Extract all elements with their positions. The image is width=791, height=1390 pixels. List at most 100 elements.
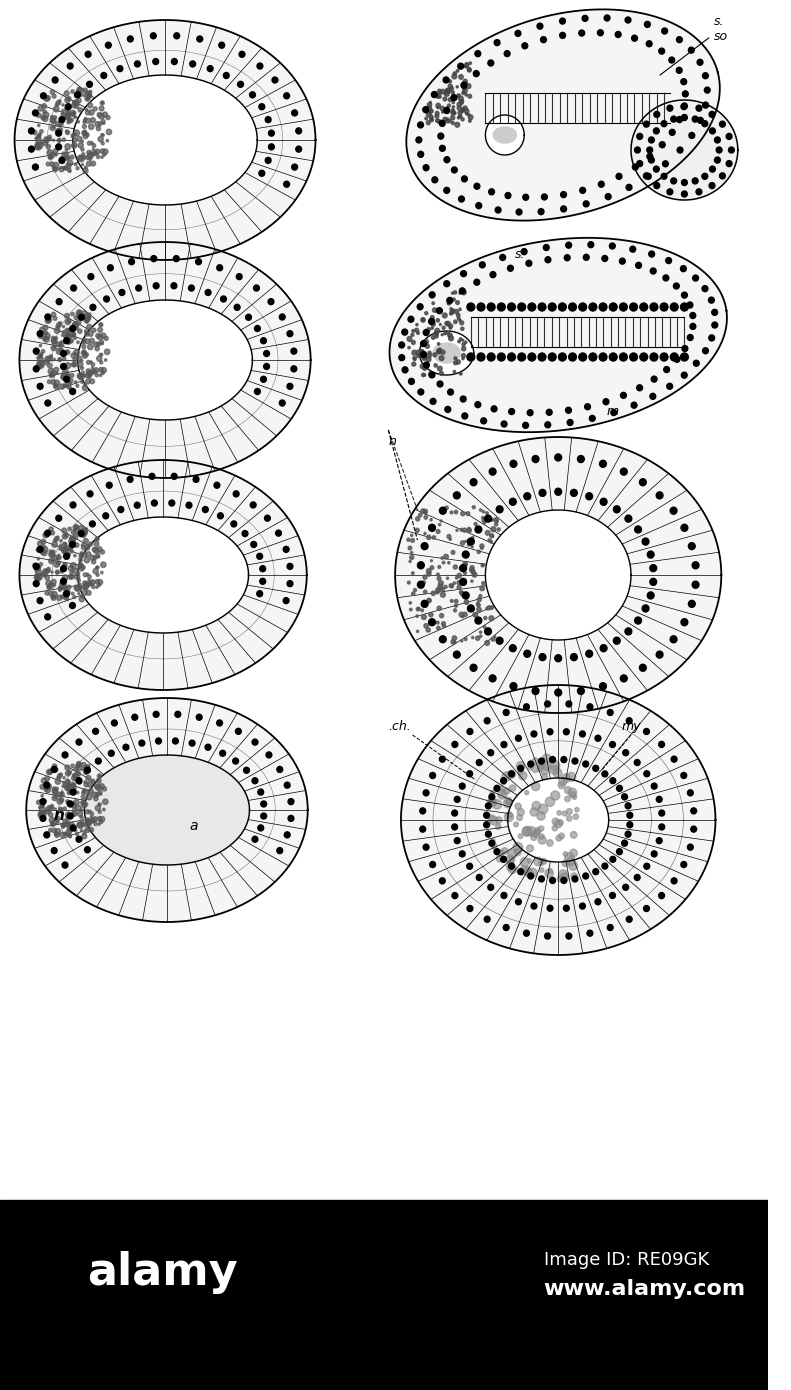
Circle shape <box>64 555 68 557</box>
Circle shape <box>63 591 70 596</box>
Circle shape <box>101 142 104 145</box>
Circle shape <box>36 113 41 118</box>
Circle shape <box>510 682 517 689</box>
Circle shape <box>462 357 464 360</box>
Circle shape <box>44 783 50 788</box>
Circle shape <box>497 855 503 862</box>
Circle shape <box>88 274 94 279</box>
Circle shape <box>682 346 688 352</box>
Circle shape <box>616 849 623 855</box>
Circle shape <box>99 113 104 120</box>
Circle shape <box>637 385 642 391</box>
Circle shape <box>659 49 664 54</box>
Circle shape <box>583 254 589 260</box>
Circle shape <box>36 363 42 368</box>
Circle shape <box>90 820 93 823</box>
Circle shape <box>692 562 699 569</box>
Circle shape <box>255 325 260 331</box>
Circle shape <box>518 834 523 838</box>
Circle shape <box>85 133 89 136</box>
Circle shape <box>59 798 64 802</box>
Circle shape <box>431 373 433 374</box>
Circle shape <box>650 268 656 274</box>
Circle shape <box>411 552 413 553</box>
Circle shape <box>59 117 65 122</box>
Circle shape <box>661 121 667 126</box>
Circle shape <box>475 617 482 624</box>
Circle shape <box>85 528 88 531</box>
Circle shape <box>268 143 274 150</box>
Circle shape <box>451 309 455 313</box>
Circle shape <box>610 892 615 898</box>
Circle shape <box>94 541 99 546</box>
Circle shape <box>452 810 457 816</box>
Circle shape <box>101 101 104 104</box>
Circle shape <box>476 602 479 605</box>
Circle shape <box>528 353 536 361</box>
Circle shape <box>422 373 425 377</box>
Circle shape <box>462 413 467 418</box>
Circle shape <box>81 763 86 767</box>
Circle shape <box>40 361 44 367</box>
Circle shape <box>586 651 592 657</box>
Circle shape <box>421 352 426 357</box>
Circle shape <box>477 598 481 602</box>
Circle shape <box>443 117 447 121</box>
Circle shape <box>61 566 66 571</box>
Circle shape <box>530 808 538 816</box>
Circle shape <box>411 534 413 537</box>
Circle shape <box>79 585 81 589</box>
Circle shape <box>489 676 496 682</box>
Circle shape <box>51 823 53 826</box>
Circle shape <box>435 111 439 115</box>
Circle shape <box>85 90 91 96</box>
Circle shape <box>61 375 64 378</box>
Circle shape <box>48 806 51 809</box>
Circle shape <box>570 831 577 838</box>
Circle shape <box>48 769 53 773</box>
Circle shape <box>473 612 478 617</box>
Circle shape <box>657 492 663 499</box>
Circle shape <box>637 161 642 167</box>
Circle shape <box>493 799 501 809</box>
Circle shape <box>411 538 414 542</box>
Circle shape <box>78 810 82 816</box>
Circle shape <box>620 468 627 475</box>
Circle shape <box>65 780 70 784</box>
Circle shape <box>461 616 464 617</box>
Circle shape <box>66 799 69 803</box>
Circle shape <box>440 371 444 375</box>
Circle shape <box>565 787 571 794</box>
Circle shape <box>479 631 482 634</box>
Circle shape <box>100 149 104 153</box>
Circle shape <box>541 859 547 865</box>
Text: www.alamy.com: www.alamy.com <box>543 1279 746 1300</box>
Circle shape <box>35 143 40 150</box>
Circle shape <box>487 606 491 610</box>
Circle shape <box>663 161 668 167</box>
Circle shape <box>36 801 40 805</box>
Circle shape <box>76 805 81 810</box>
Circle shape <box>89 90 92 93</box>
Circle shape <box>86 371 93 377</box>
Circle shape <box>284 783 290 788</box>
Circle shape <box>677 147 683 153</box>
Circle shape <box>539 805 547 815</box>
Circle shape <box>482 581 485 585</box>
Circle shape <box>82 532 86 537</box>
Circle shape <box>89 361 93 364</box>
Circle shape <box>562 774 570 783</box>
Circle shape <box>416 136 422 143</box>
Circle shape <box>620 676 627 682</box>
Circle shape <box>85 810 89 813</box>
Circle shape <box>538 762 544 769</box>
Circle shape <box>49 828 52 833</box>
Circle shape <box>71 530 75 534</box>
Circle shape <box>461 353 465 357</box>
Circle shape <box>489 616 494 621</box>
Circle shape <box>430 101 431 103</box>
Circle shape <box>272 76 278 83</box>
Circle shape <box>84 781 86 784</box>
Circle shape <box>409 602 411 605</box>
Circle shape <box>71 785 74 788</box>
